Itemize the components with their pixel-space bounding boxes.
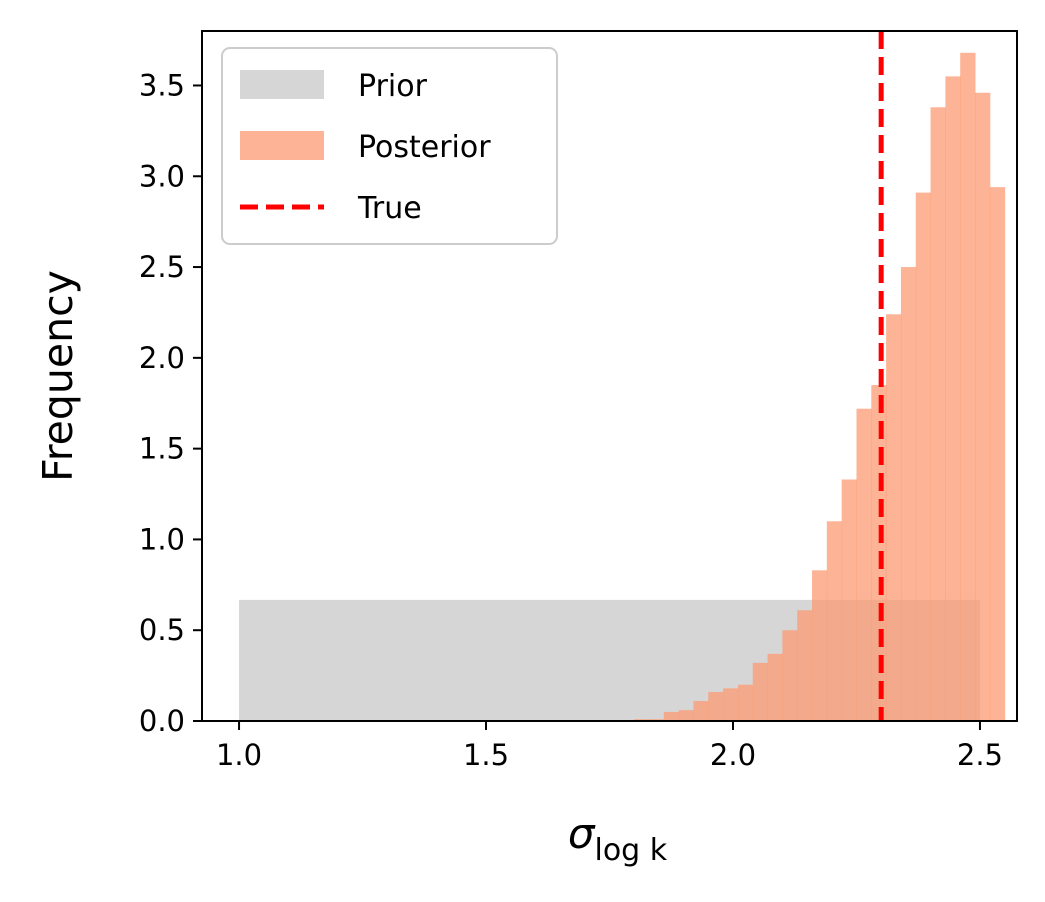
posterior-bar bbox=[930, 107, 946, 721]
plot-frame bbox=[201, 30, 1018, 722]
posterior-bar bbox=[782, 630, 798, 721]
y-tick-label: 0.0 bbox=[139, 704, 185, 738]
legend-item-prior-swatch bbox=[240, 70, 324, 99]
posterior-bar bbox=[945, 76, 961, 722]
legend-item-posterior-label: Posterior bbox=[358, 130, 491, 165]
y-tick-label: 0.5 bbox=[139, 613, 185, 647]
posterior-bar bbox=[989, 187, 1006, 721]
posterior-bar bbox=[797, 610, 813, 721]
posterior-bar bbox=[915, 192, 932, 721]
posterior-bar bbox=[752, 662, 769, 721]
x-tick-label: 1.5 bbox=[463, 738, 509, 772]
x-axis-label-subscript: log k bbox=[594, 833, 667, 868]
posterior-bar bbox=[841, 479, 857, 721]
legend-item-posterior-swatch bbox=[240, 131, 324, 160]
legend-item-prior-label: Prior bbox=[358, 69, 428, 104]
posterior-bar bbox=[737, 684, 754, 721]
posterior-bar bbox=[678, 710, 694, 721]
y-tick-label: 1.5 bbox=[139, 432, 185, 466]
axis-labels: Frequency σlog k bbox=[34, 270, 668, 868]
y-axis-label: Frequency bbox=[34, 270, 82, 482]
y-tick-label: 2.5 bbox=[139, 250, 185, 284]
posterior-bar bbox=[693, 701, 709, 721]
legend-item-true-label: True bbox=[357, 191, 422, 226]
y-tick-label: 3.0 bbox=[139, 159, 185, 193]
posterior-bar bbox=[663, 711, 680, 721]
posterior-bar bbox=[900, 267, 917, 721]
legend: Prior Posterior True bbox=[221, 47, 558, 245]
y-tick-label: 1.0 bbox=[139, 522, 185, 556]
posterior-bar bbox=[886, 314, 902, 721]
posterior-bar bbox=[856, 408, 872, 721]
y-tick-label: 3.5 bbox=[139, 68, 185, 102]
posterior-bar bbox=[812, 570, 828, 721]
x-tick-label: 2.0 bbox=[710, 738, 756, 772]
posterior-bar bbox=[960, 52, 976, 721]
posterior-bar bbox=[767, 653, 783, 721]
x-axis-label-symbol: σ bbox=[568, 809, 596, 858]
x-tick-label: 2.5 bbox=[957, 738, 1003, 772]
x-tick-label: 1.0 bbox=[216, 738, 262, 772]
posterior-bar bbox=[723, 688, 739, 721]
posterior-bar bbox=[975, 92, 991, 722]
posterior-bar bbox=[708, 691, 724, 721]
y-tick-label: 2.0 bbox=[139, 341, 185, 375]
axes: 1.0 1.5 2.0 2.5 0.0 0.5 1.0 1.5 2.0 2.5 3.0 3.5 bbox=[139, 30, 1018, 772]
posterior-bar bbox=[826, 521, 843, 721]
x-axis-label: σlog k bbox=[568, 809, 668, 868]
